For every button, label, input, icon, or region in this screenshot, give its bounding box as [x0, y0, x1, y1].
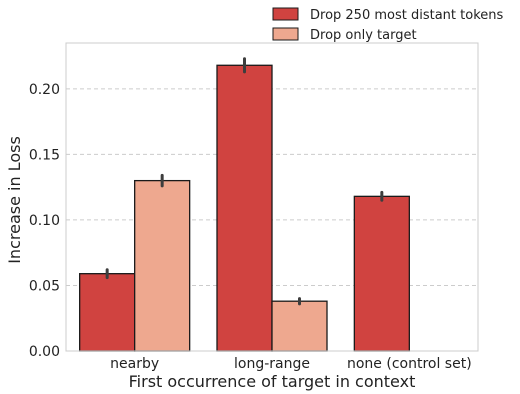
bar [216, 64, 273, 352]
x-tick-label: long-range [234, 356, 310, 372]
x-tick-label: nearby [110, 356, 159, 372]
legend-swatch [272, 27, 299, 41]
y-tick-label: 0.15 [29, 147, 60, 163]
error-bars [105, 57, 384, 306]
legend-swatch [272, 7, 299, 21]
y-ticks: 0.00 0.05 0.10 0.15 0.20 [29, 82, 60, 360]
legend: Drop 250 most distant tokens Drop only ta… [272, 7, 503, 43]
y-tick-label: 0.00 [29, 344, 60, 360]
x-axis-label: First occurrence of target in context [129, 372, 416, 391]
bar [79, 273, 136, 352]
legend-label: Drop 250 most distant tokens [310, 8, 503, 23]
x-tick-label: none (control set) [347, 356, 472, 372]
x-ticks: nearby long-range none (control set) [110, 356, 472, 372]
bars [79, 64, 410, 352]
y-axis-label: Increase in Loss [5, 136, 24, 264]
bar [271, 300, 328, 352]
y-tick-label: 0.05 [29, 278, 60, 294]
bar [353, 195, 410, 352]
y-tick-label: 0.10 [29, 213, 60, 229]
legend-label: Drop only target [310, 28, 417, 43]
plot-frame [65, 42, 479, 352]
y-tick-label: 0.20 [29, 82, 60, 98]
bar [134, 179, 191, 352]
